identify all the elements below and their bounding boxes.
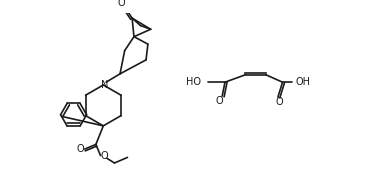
Text: O: O xyxy=(101,152,108,161)
Text: O: O xyxy=(216,96,223,106)
Text: HO: HO xyxy=(186,77,201,87)
Text: O: O xyxy=(276,97,283,107)
Text: O: O xyxy=(117,0,125,8)
Text: N: N xyxy=(101,80,108,90)
Text: O: O xyxy=(76,144,84,154)
Text: OH: OH xyxy=(296,77,311,87)
